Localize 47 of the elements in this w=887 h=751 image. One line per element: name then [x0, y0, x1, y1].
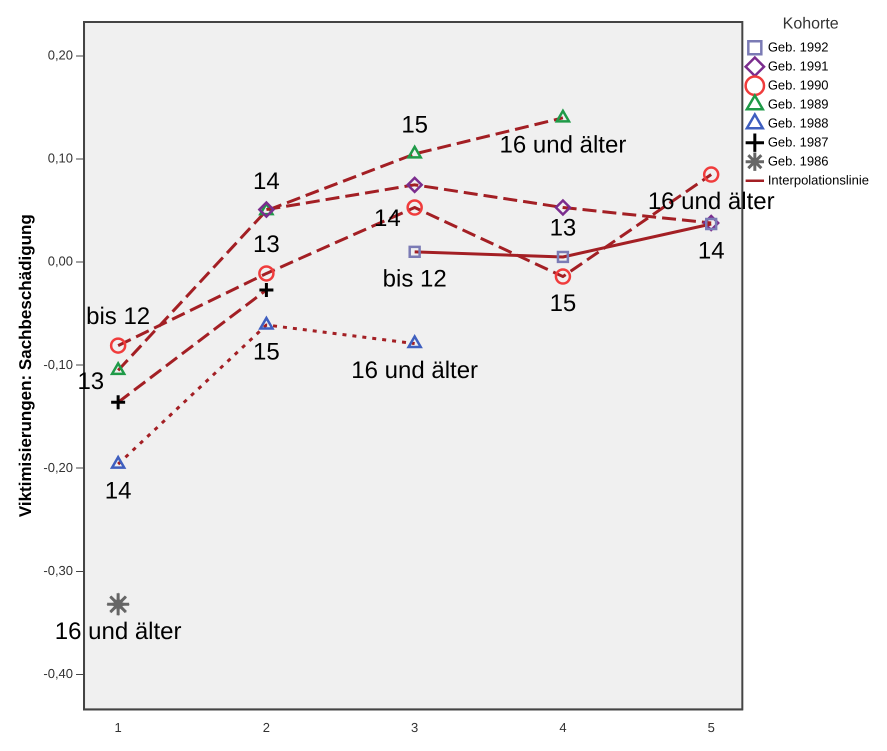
annotation: 16 und älter — [351, 357, 478, 384]
annotation: bis 12 — [86, 303, 150, 330]
point — [110, 362, 126, 376]
x-tick-label: 1 — [114, 720, 122, 735]
y-tick-label: -0,30 — [43, 562, 74, 578]
point — [258, 265, 275, 282]
annotation: 14 — [253, 168, 280, 196]
annotation: 15 — [550, 290, 576, 318]
point — [554, 268, 572, 285]
y-axis-title: Viktimisierungen: Sachbeschädigung — [16, 214, 35, 518]
annotation: 13 — [550, 214, 576, 242]
y-tick-label: -0,10 — [43, 356, 74, 372]
annotation: 16 und älter — [54, 618, 182, 645]
y-tick-label: -0,40 — [43, 666, 74, 681]
annotation: 15 — [401, 112, 428, 139]
legend-label: Geb. 1990 — [768, 77, 829, 92]
y-tick-label: 0,10 — [48, 150, 74, 166]
x-tick-label: 3 — [411, 720, 418, 735]
legend-label: Geb. 1989 — [768, 96, 829, 112]
point — [702, 166, 720, 183]
x-tick-label: 2 — [262, 720, 270, 735]
point — [554, 199, 572, 216]
legend-label: Geb. 1987 — [768, 134, 829, 150]
annotation: 16 und älter — [500, 131, 626, 158]
point — [556, 250, 570, 264]
annotation: 13 — [253, 231, 280, 258]
x-tick-label: 5 — [708, 720, 715, 735]
point — [110, 394, 127, 411]
point — [406, 176, 423, 194]
legend-label: Geb. 1992 — [768, 39, 829, 54]
y-tick-label: 0,00 — [48, 254, 74, 269]
annotation: bis 12 — [382, 265, 447, 292]
legend-title: Kohorte — [782, 15, 839, 32]
point — [408, 246, 421, 258]
legend-label: Interpolationslinie — [768, 172, 870, 188]
annotation: 14 — [698, 238, 725, 265]
legend-label: Geb. 1986 — [768, 153, 829, 168]
y-tick-label: 0,20 — [48, 48, 74, 63]
annotation: 14 — [104, 478, 132, 505]
annotation: 15 — [253, 338, 280, 366]
legend-label: Geb. 1988 — [768, 115, 829, 130]
x-tick-label: 4 — [559, 720, 567, 735]
y-tick-label: -0,20 — [43, 460, 74, 475]
legend-label: Geb. 1991 — [768, 58, 829, 74]
point — [406, 199, 423, 216]
point — [110, 337, 126, 354]
point — [258, 281, 275, 298]
